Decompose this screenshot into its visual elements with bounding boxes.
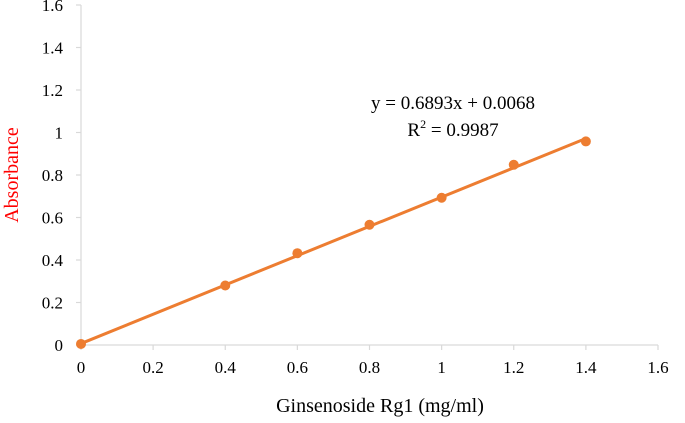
x-tick-label: 1: [437, 358, 446, 377]
r-squared-prefix: R: [407, 120, 420, 141]
x-tick-label: 1.2: [503, 358, 524, 377]
y-tick-label: 1.6: [42, 0, 63, 15]
data-point: [436, 192, 447, 203]
data-point: [220, 280, 231, 291]
x-tick-label: 0.8: [359, 358, 380, 377]
x-tick-label: 0: [77, 358, 86, 377]
y-axis-title: Absorbance: [1, 127, 23, 223]
y-tick-labels: 0 0.2 0.4 0.6 0.8 1 1.2 1.4 1.6: [42, 0, 81, 355]
y-tick-label: 0: [55, 336, 64, 355]
y-tick-label: 0.6: [42, 209, 63, 228]
axes: [80, 5, 658, 346]
x-tick-label: 1.6: [647, 358, 668, 377]
r-squared-label: R2 = 0.9987: [407, 117, 498, 141]
y-tick-label: 1: [55, 124, 64, 143]
r-squared-value: = 0.9987: [426, 120, 498, 141]
data-point: [364, 219, 375, 230]
data-point: [508, 159, 519, 170]
r-squared-superscript: 2: [420, 117, 426, 131]
x-tick-labels: 0 0.2 0.4 0.6 0.8 1 1.2 1.4 1.6: [77, 345, 669, 377]
y-tick-label: 0.4: [42, 251, 64, 270]
x-tick-label: 0.2: [143, 358, 164, 377]
trendline-group: [79, 136, 588, 346]
y-tick-label: 1.4: [42, 39, 64, 58]
x-tick-label: 0.4: [215, 358, 237, 377]
trendline-equation: y = 0.6893x + 0.0068: [371, 93, 535, 114]
y-tick-label: 1.2: [42, 81, 63, 100]
trendline: [79, 136, 588, 346]
data-points: [76, 136, 591, 349]
data-point: [292, 248, 303, 259]
y-tick-label: 0.2: [42, 294, 63, 313]
data-point: [76, 338, 86, 349]
x-axis-title: Ginsenoside Rg1 (mg/ml): [276, 395, 484, 417]
data-point: [580, 136, 591, 147]
y-tick-label: 0.8: [42, 166, 63, 185]
x-tick-label: 0.6: [287, 358, 308, 377]
x-tick-label: 1.4: [575, 358, 597, 377]
